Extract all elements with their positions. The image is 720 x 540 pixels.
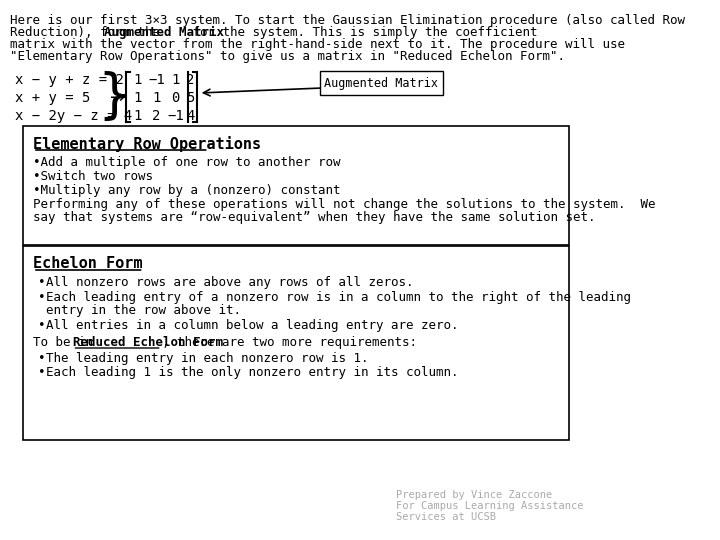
Text: •Switch two rows: •Switch two rows xyxy=(33,170,153,183)
Text: All entries in a column below a leading entry are zero.: All entries in a column below a leading … xyxy=(46,319,459,332)
Text: , there are two more requirements:: , there are two more requirements: xyxy=(161,336,417,349)
Text: Each leading entry of a nonzero row is in a column to the right of the leading: Each leading entry of a nonzero row is i… xyxy=(46,291,631,304)
Text: 1: 1 xyxy=(133,73,142,87)
Text: matrix with the vector from the right-hand-side next to it. The procedure will u: matrix with the vector from the right-ha… xyxy=(10,38,625,51)
Text: Reduction), form the: Reduction), form the xyxy=(10,26,167,39)
Text: 5: 5 xyxy=(186,91,194,105)
Text: Augmented Matrix: Augmented Matrix xyxy=(325,78,438,91)
Text: }: } xyxy=(97,71,131,123)
Text: Here is our first 3×3 system. To start the Gaussian Elimination procedure (also : Here is our first 3×3 system. To start t… xyxy=(10,14,685,27)
Text: x − 2y − z = 4: x − 2y − z = 4 xyxy=(15,109,132,123)
Text: 1: 1 xyxy=(171,73,180,87)
Text: Each leading 1 is the only nonzero entry in its column.: Each leading 1 is the only nonzero entry… xyxy=(46,366,459,379)
Text: entry in the row above it.: entry in the row above it. xyxy=(46,304,241,317)
Text: 0: 0 xyxy=(171,91,180,105)
Text: •: • xyxy=(38,276,45,289)
Text: To be in: To be in xyxy=(33,336,101,349)
Text: →: → xyxy=(110,89,125,107)
Text: •: • xyxy=(38,366,45,379)
Text: 4: 4 xyxy=(186,109,194,123)
Text: Echelon Form: Echelon Form xyxy=(33,256,143,271)
Text: for the system. This is simply the coefficient: for the system. This is simply the coeff… xyxy=(185,26,537,39)
Text: Services at UCSB: Services at UCSB xyxy=(396,512,496,522)
Text: For Campus Learning Assistance: For Campus Learning Assistance xyxy=(396,501,583,511)
Text: Elementary Row Operations: Elementary Row Operations xyxy=(33,136,261,152)
Text: 1: 1 xyxy=(153,91,161,105)
Text: •: • xyxy=(38,291,45,304)
Text: Performing any of these operations will not change the solutions to the system. : Performing any of these operations will … xyxy=(33,198,655,211)
FancyBboxPatch shape xyxy=(23,246,569,440)
Text: •Multiply any row by a (nonzero) constant: •Multiply any row by a (nonzero) constan… xyxy=(33,184,341,197)
Text: 1: 1 xyxy=(133,109,142,123)
Text: Reduced Echelon Form: Reduced Echelon Form xyxy=(73,336,222,349)
Text: All nonzero rows are above any rows of all zeros.: All nonzero rows are above any rows of a… xyxy=(46,276,414,289)
Text: •: • xyxy=(38,352,45,365)
FancyBboxPatch shape xyxy=(23,126,569,245)
Text: "Elementary Row Operations" to give us a matrix in "Reduced Echelon Form".: "Elementary Row Operations" to give us a… xyxy=(10,50,565,63)
FancyArrowPatch shape xyxy=(203,88,320,96)
Text: •Add a multiple of one row to another row: •Add a multiple of one row to another ro… xyxy=(33,156,341,169)
Text: The leading entry in each nonzero row is 1.: The leading entry in each nonzero row is… xyxy=(46,352,369,365)
Text: •: • xyxy=(38,319,45,332)
FancyBboxPatch shape xyxy=(320,71,443,95)
Text: −1: −1 xyxy=(167,109,184,123)
Text: 2: 2 xyxy=(186,73,194,87)
Text: −1: −1 xyxy=(148,73,165,87)
Text: 1: 1 xyxy=(133,91,142,105)
Text: Augmented Matrix: Augmented Matrix xyxy=(104,26,224,39)
Text: x − y + z = 2: x − y + z = 2 xyxy=(15,73,124,87)
Text: Prepared by Vince Zaccone: Prepared by Vince Zaccone xyxy=(396,490,552,500)
Text: x + y = 5: x + y = 5 xyxy=(15,91,90,105)
Text: 2: 2 xyxy=(153,109,161,123)
Text: say that systems are “row-equivalent” when they have the same solution set.: say that systems are “row-equivalent” wh… xyxy=(33,211,595,224)
